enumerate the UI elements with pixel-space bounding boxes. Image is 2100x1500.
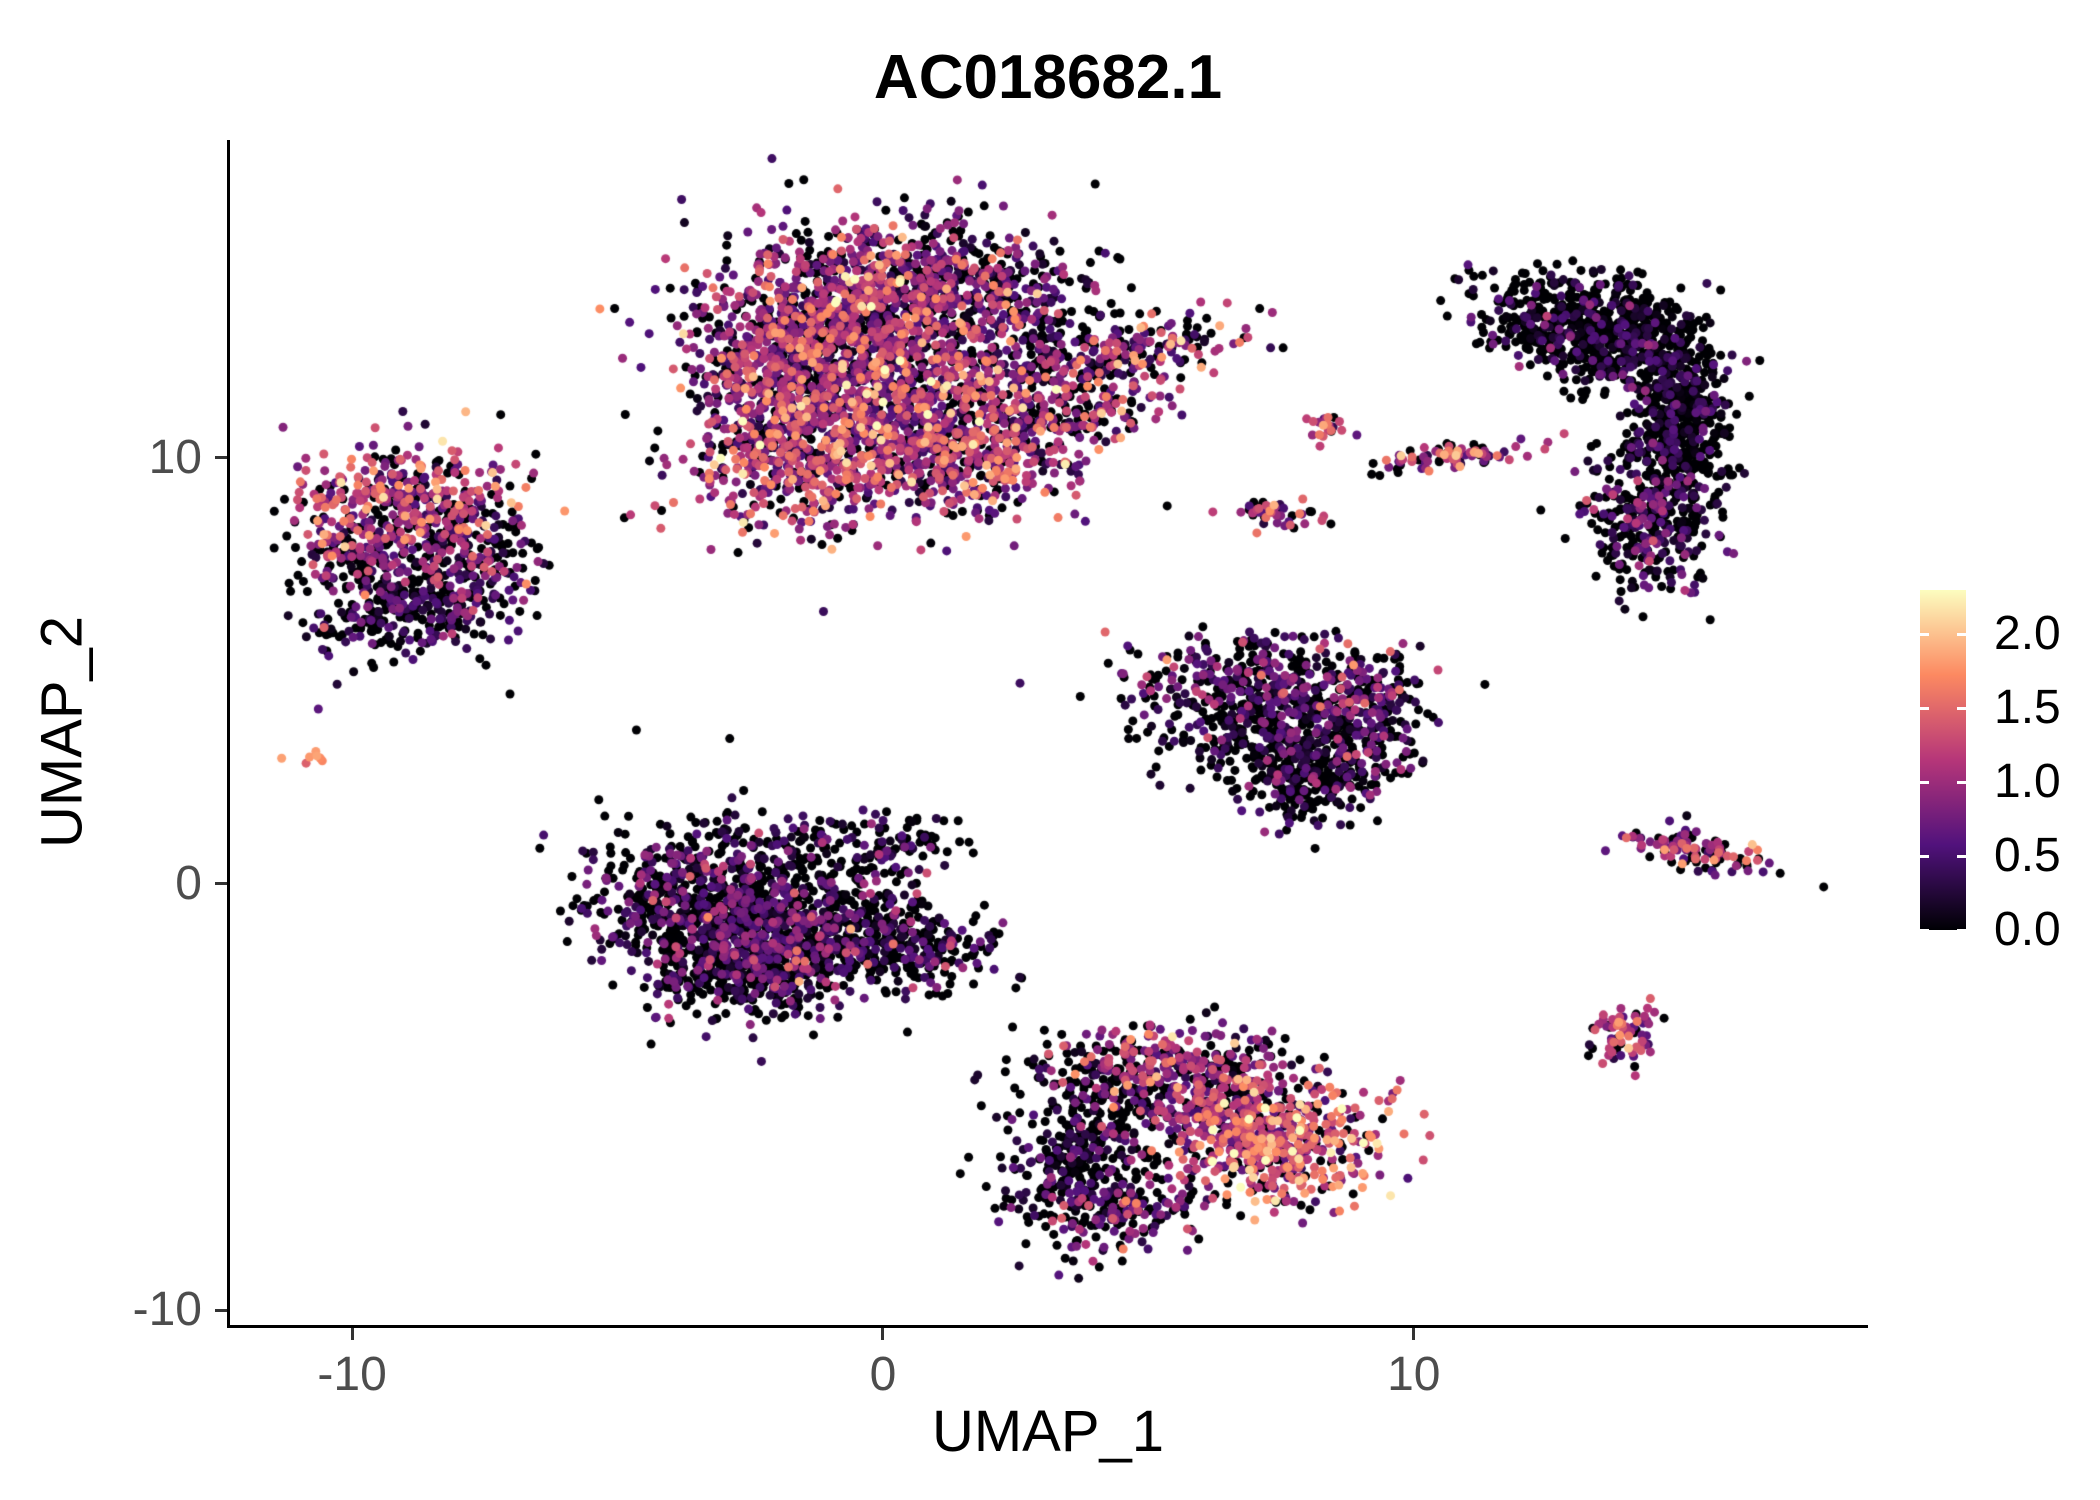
legend-colorbar [1920,590,1966,930]
y-tick-mark [215,882,227,886]
x-axis-line [227,1325,1868,1328]
legend-tick-line [1957,632,1966,636]
x-tick-label: 0 [869,1348,897,1401]
x-axis-title: UMAP_1 [931,1399,1165,1464]
x-tick-label: -10 [317,1348,387,1401]
x-tick-mark [1412,1328,1416,1340]
legend-tick-line [1920,706,1929,710]
y-axis-title: UMAP_2 [29,615,95,849]
y-axis-line [227,140,230,1328]
x-tick-mark [881,1328,885,1340]
legend-tick-line [1920,928,1929,932]
scatter-canvas [230,140,1865,1325]
legend-tick-label: 0.5 [1994,829,2061,883]
legend-tick-label: 1.0 [1994,755,2061,809]
legend-tick-line [1920,780,1929,784]
legend-tick-line [1957,780,1966,784]
y-tick-label: 10 [148,430,202,484]
y-tick-mark [215,1308,227,1312]
legend-tick-label: 1.5 [1994,681,2061,735]
x-tick-mark [350,1328,354,1340]
legend-tick-line [1957,928,1966,932]
legend-tick-label: 0.0 [1994,903,2061,956]
legend-tick-label: 2.0 [1994,607,2061,661]
y-tick-mark [215,456,227,460]
plot-title: AC018682.1 [873,43,1223,112]
legend-tick-line [1957,854,1966,858]
x-tick-label: 10 [1387,1348,1441,1401]
legend-tick-line [1957,706,1966,710]
y-tick-label: -10 [132,1283,202,1337]
legend-tick-line [1920,632,1929,636]
y-tick-label: 0 [175,856,202,910]
legend-tick-line [1920,854,1929,858]
